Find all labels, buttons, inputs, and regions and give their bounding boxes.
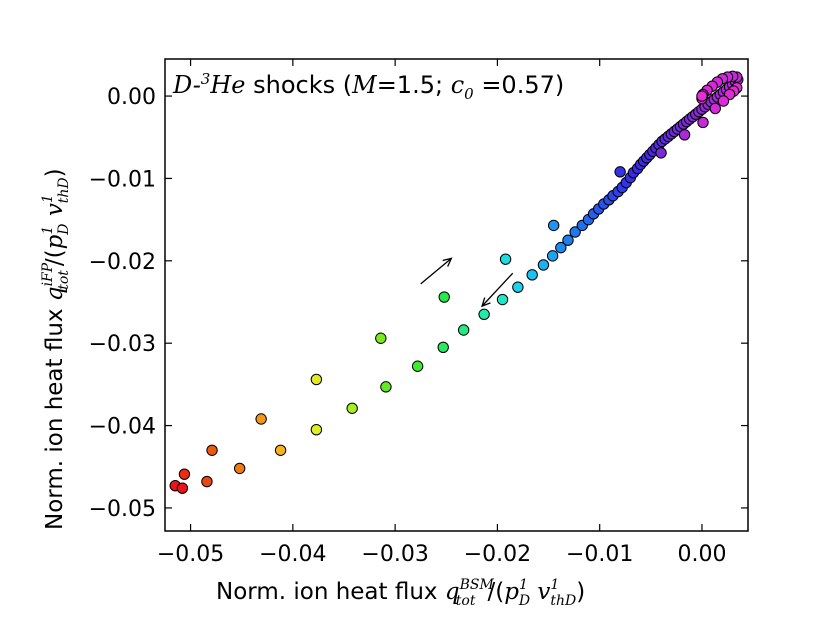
data-point xyxy=(411,360,424,372)
x-tick-label: −0.05 xyxy=(157,542,224,567)
data-point xyxy=(178,468,191,480)
data-point xyxy=(346,402,358,414)
x-tick-label: −0.01 xyxy=(566,542,633,567)
data-point xyxy=(206,444,218,456)
data-point xyxy=(562,234,574,246)
lower-branch-arrow xyxy=(481,272,514,308)
data-point xyxy=(457,324,470,336)
chart-title: D-3He shocks (M=1.5; c0 =0.57) xyxy=(172,70,564,103)
x-tick-label: −0.02 xyxy=(464,542,531,567)
y-axis-title: Norm. ion heat flux qiFPtot/(p1D v1thD) xyxy=(40,168,72,530)
y-tick-label: 0.00 xyxy=(107,85,156,110)
data-point xyxy=(375,332,387,344)
data-point xyxy=(233,462,246,475)
data-point xyxy=(696,90,708,102)
y-tick-label: −0.01 xyxy=(89,167,156,192)
data-point xyxy=(438,291,450,303)
data-point xyxy=(697,116,709,129)
arrows-layer xyxy=(420,257,514,308)
data-point xyxy=(614,166,626,178)
data-point xyxy=(569,226,581,238)
x-axis-title: Norm. ion heat flux qBSM tot/(p1 D v1 thD) xyxy=(216,577,585,609)
data-point xyxy=(546,250,559,262)
data-point xyxy=(310,373,323,386)
y-tick-label: −0.04 xyxy=(89,415,156,440)
data-point xyxy=(678,129,691,141)
data-point xyxy=(547,219,560,232)
data-point xyxy=(537,259,550,271)
x-tick-label: −0.04 xyxy=(259,542,326,567)
data-point xyxy=(274,444,287,456)
data-point xyxy=(478,308,490,321)
data-point xyxy=(499,253,512,265)
data-point xyxy=(255,413,267,425)
data-point xyxy=(512,281,524,293)
x-tick-label: 0.00 xyxy=(677,542,726,567)
ticks-layer: −0.05 −0.04 −0.03 −0.02 −0.01 0.00 0.00 −0.01 −0… xyxy=(89,59,748,567)
data-point xyxy=(437,341,449,354)
data-point xyxy=(555,241,567,254)
y-tick-label: −0.02 xyxy=(89,250,156,275)
data-point xyxy=(717,95,730,107)
data-point xyxy=(310,423,323,436)
data-point xyxy=(380,381,392,393)
points-layer xyxy=(169,70,744,494)
plot-frame xyxy=(164,58,749,532)
y-tick-label: −0.03 xyxy=(89,332,156,357)
data-point xyxy=(201,475,213,488)
x-tick-label: −0.03 xyxy=(361,542,428,567)
data-point xyxy=(496,293,509,306)
data-point xyxy=(709,102,721,115)
data-point xyxy=(526,269,538,281)
upper-branch-arrow xyxy=(420,257,453,285)
data-point xyxy=(655,147,667,159)
y-tick-label: −0.05 xyxy=(89,497,156,522)
data-point xyxy=(176,482,189,494)
